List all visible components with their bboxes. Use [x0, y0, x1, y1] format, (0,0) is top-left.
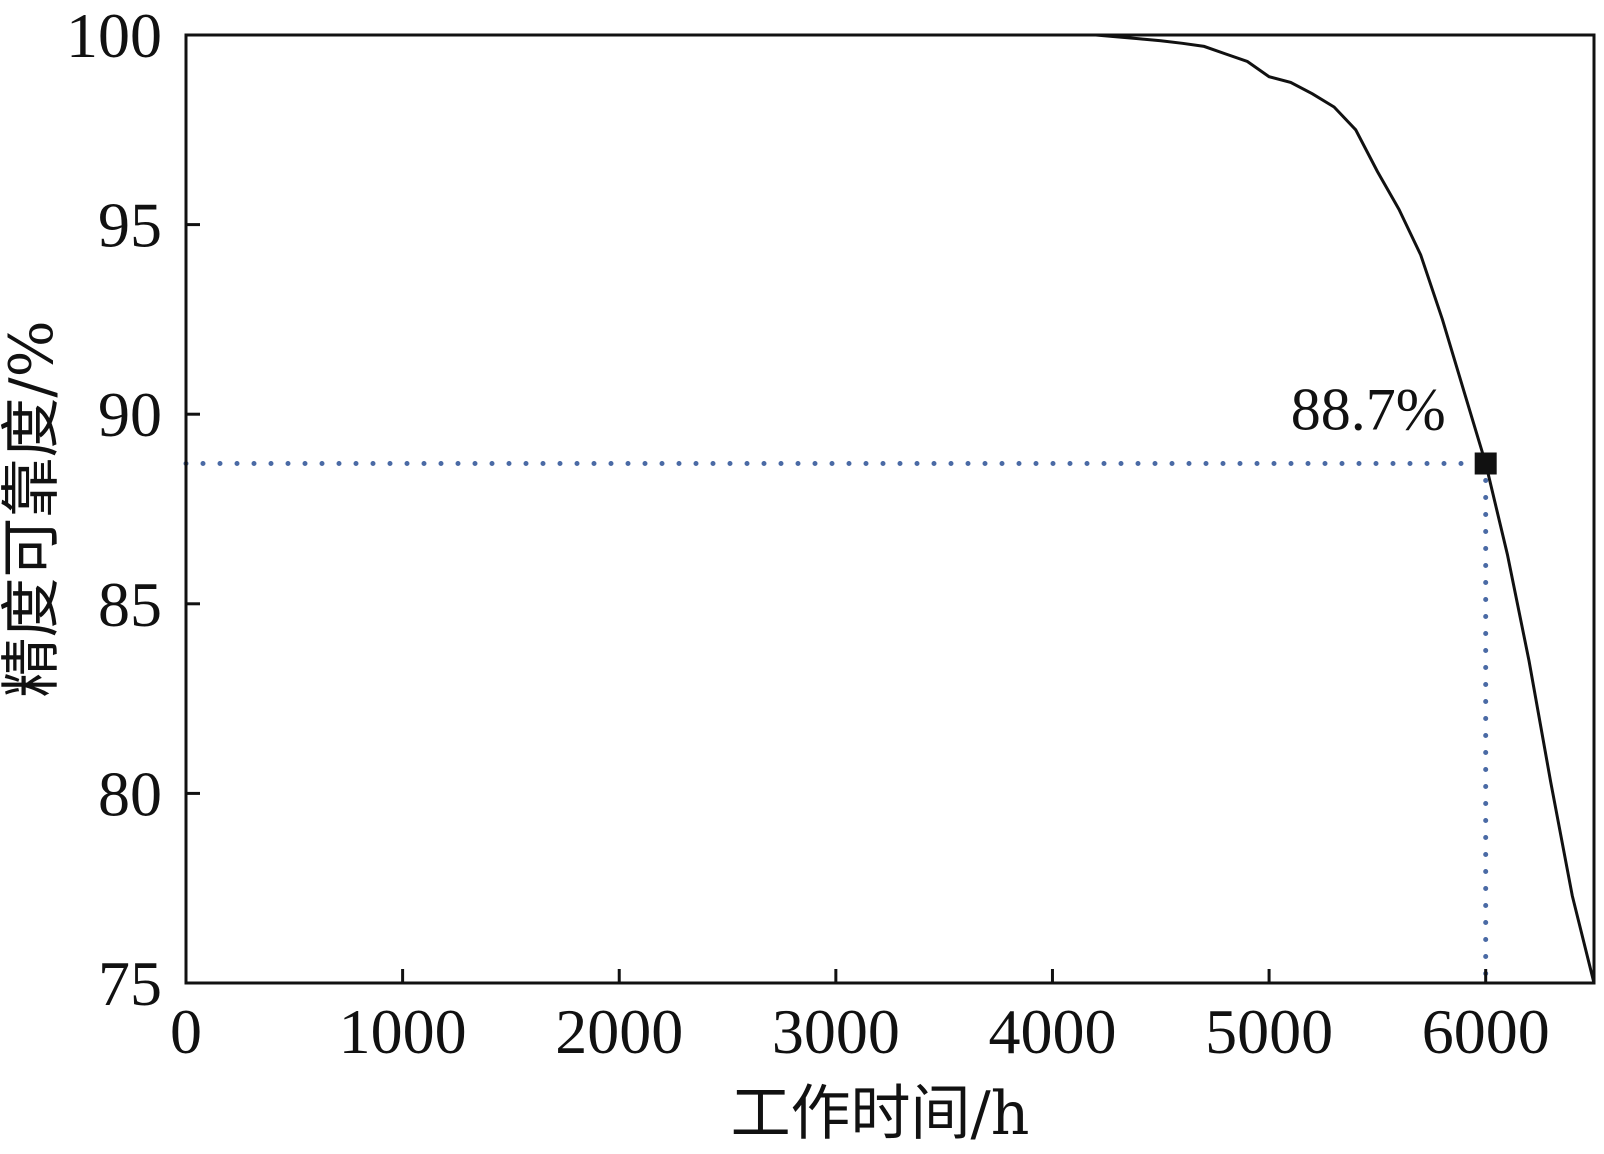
- annotation-group: 88.7%: [1291, 376, 1497, 475]
- y-tick-label: 95: [98, 190, 162, 261]
- y-tick-label: 100: [66, 0, 162, 71]
- x-tick-label: 4000: [988, 996, 1116, 1067]
- y-tick-label: 75: [98, 948, 162, 1019]
- x-tick-label: 3000: [772, 996, 900, 1067]
- y-tick-label: 80: [98, 758, 162, 829]
- x-tick-label: 1000: [339, 996, 467, 1067]
- annotation-label: 88.7%: [1291, 376, 1446, 442]
- x-tick-label: 5000: [1205, 996, 1333, 1067]
- plot-frame: [184, 33, 1596, 985]
- guide-lines: [183, 460, 1489, 986]
- reliability-curve: [186, 33, 1596, 984]
- x-tick-label: 2000: [555, 996, 683, 1067]
- x-tick-label: 0: [170, 996, 202, 1067]
- y-axis-ticks: 75 80 85 90 95 100: [66, 0, 200, 1019]
- x-axis-ticks: 0 1000 2000 3000 4000 5000 6000: [170, 969, 1550, 1067]
- y-axis-title: 精度可靠度/%: [0, 320, 67, 697]
- y-tick-label: 85: [98, 569, 162, 640]
- annotation-marker: [1474, 452, 1497, 475]
- x-axis-title: 工作时间/h: [731, 1079, 1030, 1149]
- x-tick-label: 6000: [1422, 996, 1550, 1067]
- y-tick-label: 90: [98, 379, 162, 450]
